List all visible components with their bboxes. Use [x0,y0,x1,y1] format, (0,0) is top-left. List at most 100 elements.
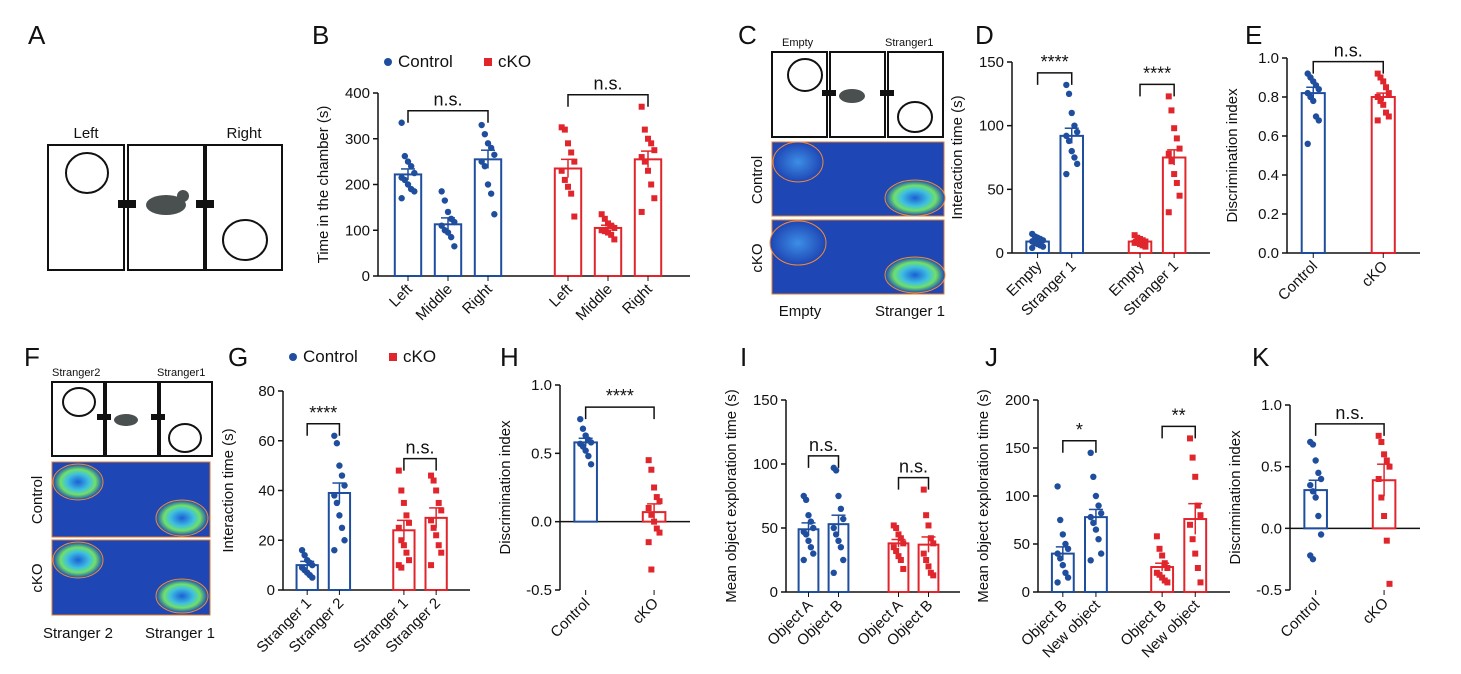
mouse [114,414,138,426]
row-label: cKO [29,563,46,592]
y-axis-title: Discrimination index [1224,88,1241,223]
data-point [648,566,655,573]
data-point [653,525,660,532]
data-point [411,169,418,177]
x-tick-label: Right [619,280,656,317]
cup [62,387,96,417]
data-point [1309,555,1317,563]
annotation: n.s. [1334,41,1363,61]
data-point [1062,540,1069,548]
x-tick-label: cKO [1358,258,1391,291]
panel-letter: A [28,20,46,50]
data-point [920,550,927,557]
annotation: n.s. [406,438,435,458]
y-tick-label: 0.2 [1258,206,1279,223]
data-point [1309,488,1317,495]
legend-marker [484,58,492,66]
data-point [338,524,346,532]
data-point [897,557,904,563]
chamber [771,51,828,138]
data-point [1171,171,1178,178]
data-point [298,547,306,554]
cup [222,219,268,261]
data-point [433,487,440,494]
data-point [1315,86,1322,93]
data-point [1377,74,1384,81]
data-point [406,557,413,564]
data-point [331,547,338,554]
y-tick-label: 100 [979,118,1004,135]
data-point [1097,510,1105,517]
data-point [1309,441,1317,448]
legend-label: cKO [403,347,436,366]
data-point [1095,502,1102,509]
data-point [1071,154,1078,161]
y-tick-label: -0.5 [526,582,552,599]
bracket [1314,423,1385,436]
data-point [1065,90,1073,98]
legend-label: Control [303,347,358,366]
cup [65,152,109,194]
data-point [398,487,405,494]
x-tick-label: Right [459,280,496,317]
data-point [648,466,655,473]
data-point [398,537,405,544]
data-point [1063,81,1070,89]
label: Right [226,125,262,142]
bracket [1161,425,1196,439]
data-point [1386,463,1393,470]
data-point [491,151,498,158]
data-point [1164,565,1171,571]
data-point [1039,243,1047,250]
data-point [1176,145,1183,152]
y-tick-label: 0.8 [1258,89,1279,106]
legend-marker [289,353,297,361]
y-tick-label: 0 [1022,584,1030,601]
data-point [920,486,927,493]
data-point [1073,128,1081,136]
chamber [51,381,105,457]
data-point [1142,243,1149,250]
label: Stranger1 [885,37,933,49]
door [196,200,214,208]
data-point [404,158,412,165]
data-point [1153,533,1160,540]
heat-spot [155,578,209,614]
label: Left [73,125,99,142]
data-point [832,531,840,538]
data-point [587,439,595,446]
data-point [447,233,455,241]
y-axis-title: Mean object exploration time (s) [975,389,992,602]
data-point [585,452,592,460]
data-point [1057,555,1064,562]
data-point [1385,90,1392,97]
data-point [438,549,445,556]
data-point [656,498,663,505]
data-point [400,542,407,549]
panel-letter: F [24,342,40,372]
heat-spot [52,463,104,501]
data-point [605,220,611,227]
data-point [438,222,445,229]
data-point [1064,545,1072,552]
chamber [205,144,283,271]
y-tick-label: 400 [345,85,370,102]
data-point [645,457,652,464]
chamber [887,51,944,138]
data-point [1383,109,1390,116]
panel-letter: E [1245,20,1262,50]
data-point [1380,78,1387,85]
x-tick-label: Control [1275,258,1321,304]
data-point [430,477,437,484]
data-point [1071,122,1078,129]
data-point [645,539,652,546]
mouse [839,89,865,103]
data-point [1165,150,1172,157]
bracket [807,455,840,468]
data-point [645,505,652,511]
data-point [558,167,565,174]
data-point [1063,132,1070,140]
heat-spot [772,141,824,183]
data-point [398,564,405,571]
y-axis-title: Interaction time (s) [220,428,237,552]
